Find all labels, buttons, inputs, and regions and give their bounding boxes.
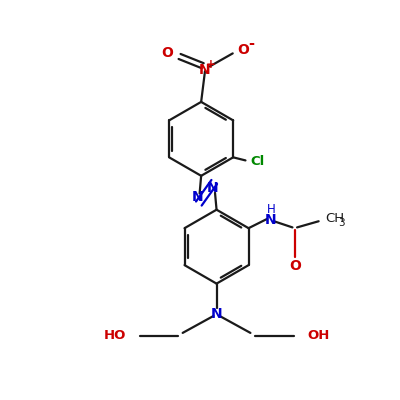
Text: -: -: [248, 36, 254, 51]
Text: 3: 3: [339, 218, 345, 228]
Text: H: H: [267, 203, 276, 216]
Text: +: +: [206, 58, 216, 71]
Text: O: O: [162, 46, 174, 60]
Text: CH: CH: [326, 212, 345, 226]
Text: N: N: [211, 308, 222, 322]
Text: O: O: [289, 259, 301, 273]
Text: N: N: [192, 190, 203, 204]
Text: OH: OH: [308, 330, 330, 342]
Text: N: N: [198, 63, 210, 77]
Text: HO: HO: [103, 330, 126, 342]
Text: N: N: [207, 181, 218, 195]
Text: O: O: [237, 42, 249, 56]
Text: N: N: [264, 214, 276, 228]
Text: Cl: Cl: [250, 155, 264, 168]
